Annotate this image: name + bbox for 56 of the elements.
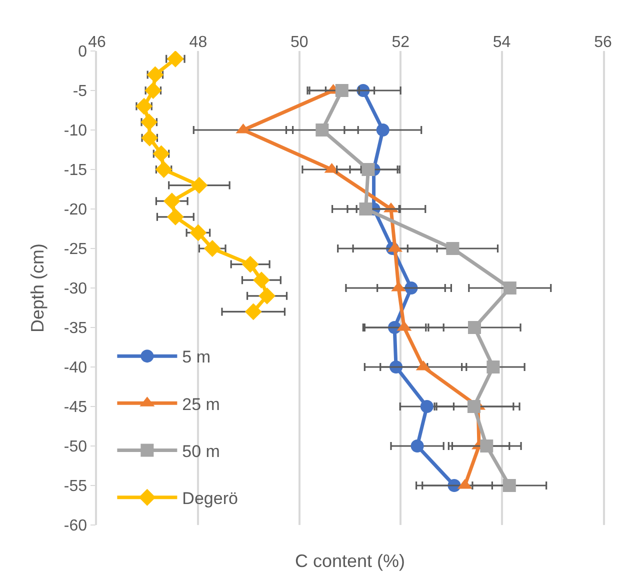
y-tick-label: -20: [64, 202, 88, 219]
legend-label: 50 m: [182, 442, 220, 461]
point: [166, 208, 184, 226]
y-tick-label: -55: [64, 478, 88, 496]
y-tick-label: -50: [64, 438, 88, 456]
x-tick-label: 50: [290, 34, 308, 51]
legend-label: 5 m: [182, 348, 211, 367]
point: [258, 287, 276, 304]
point: [163, 192, 180, 210]
point: [376, 124, 390, 136]
point: [190, 176, 208, 194]
point: [152, 145, 170, 162]
point: [242, 256, 259, 273]
y-axis-title: Depth (cm): [28, 243, 48, 333]
y-tick-label: -30: [64, 280, 88, 298]
point: [244, 303, 262, 320]
point: [486, 360, 500, 374]
point: [136, 98, 153, 115]
x-tick-label: 48: [189, 34, 208, 51]
point: [468, 321, 481, 334]
point: [253, 272, 270, 289]
point: [155, 161, 172, 178]
point: [140, 114, 158, 131]
point: [141, 129, 158, 146]
y-tick-label: 0: [78, 44, 88, 61]
x-tick-label: 52: [392, 34, 410, 51]
point: [204, 240, 221, 257]
y-tick-label: -35: [64, 320, 88, 338]
y-tick-label: -45: [64, 399, 88, 416]
point: [166, 51, 184, 68]
point: [420, 400, 434, 413]
y-tick-label: -25: [64, 241, 88, 258]
y-tick-label: -5: [72, 83, 88, 100]
y-tick-label: -10: [64, 122, 88, 140]
legend-label: Degerö: [182, 489, 238, 508]
x-tick-label: 56: [594, 34, 612, 51]
point: [503, 282, 516, 294]
point: [146, 66, 164, 84]
y-tick-label: -40: [64, 360, 88, 377]
point: [502, 479, 516, 492]
y-tick-label: -15: [64, 162, 88, 180]
y-tick-label: -60: [64, 518, 88, 535]
point: [359, 202, 372, 216]
x-axis-title: C content (%): [295, 551, 406, 571]
legend-label: 25 m: [182, 394, 220, 414]
point: [446, 242, 460, 255]
point: [362, 163, 375, 176]
point: [480, 440, 494, 452]
point: [467, 400, 480, 413]
point: [190, 224, 207, 242]
point: [335, 84, 348, 97]
point: [410, 440, 424, 452]
point: [144, 82, 162, 99]
x-tick-label: 46: [88, 34, 106, 51]
point: [316, 124, 329, 136]
x-tick-label: 54: [492, 34, 511, 51]
